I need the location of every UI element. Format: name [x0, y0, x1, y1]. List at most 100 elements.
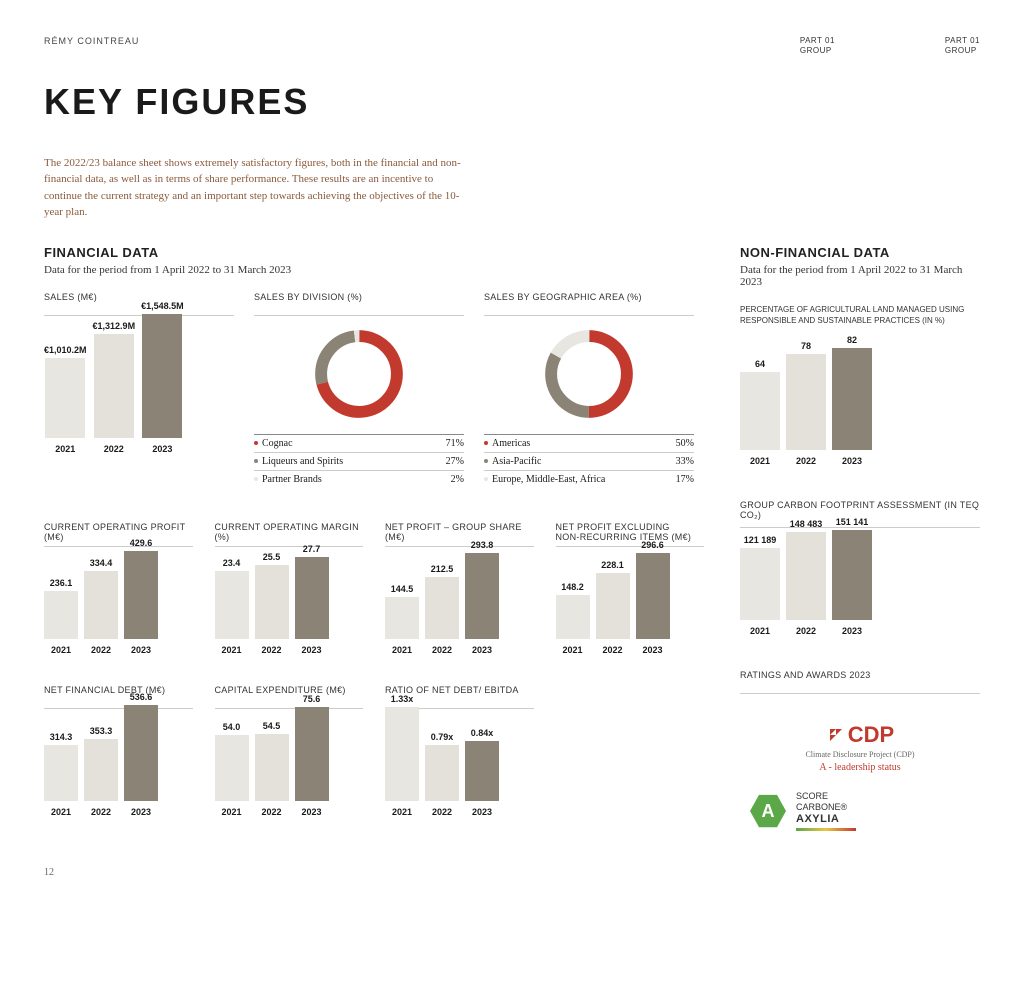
bar-group: 314.32021	[44, 732, 78, 817]
bar-year-label: 2023	[131, 807, 151, 817]
legend-row: Americas50%	[484, 434, 694, 452]
bar-group: €1,010.2M2021	[44, 345, 87, 454]
part-label-left: PART 01 GROUP	[800, 36, 835, 57]
bar	[385, 597, 419, 639]
nf-heading: NON-FINANCIAL DATA	[740, 245, 980, 260]
page-title: KEY FIGURES	[44, 81, 980, 123]
bar-year-label: 2023	[131, 645, 151, 655]
bar-value-label: 148 483	[790, 519, 823, 529]
bar	[465, 553, 499, 639]
axylia-gradient-bar	[796, 828, 856, 831]
small-chart-title: CURRENT OPERATING PROFIT (M€)	[44, 522, 193, 547]
bar	[596, 573, 630, 639]
carbon-chart: GROUP CARBON FOOTPRINT ASSESSMENT (IN TE…	[740, 500, 980, 636]
legend-dot	[254, 477, 258, 481]
bar	[142, 314, 182, 438]
bar-year-label: 2022	[796, 456, 816, 466]
legend-row: Partner Brands2%	[254, 470, 464, 488]
bar	[636, 553, 670, 639]
bar-year-label: 2022	[261, 645, 281, 655]
legend-label: Cognac	[262, 438, 293, 449]
legend-label: Liqueurs and Spirits	[262, 456, 343, 467]
small-chart-bars: 314.32021353.32022536.62023	[44, 717, 193, 817]
bar	[786, 354, 826, 450]
bar-value-label: 228.1	[601, 560, 624, 570]
top-header: RÉMY COINTREAU PART 01 GROUP PART 01 GRO…	[44, 36, 980, 57]
bar	[425, 577, 459, 639]
page-number: 12	[44, 867, 980, 878]
small-chart-bars: 236.12021334.42022429.62023	[44, 555, 193, 655]
legend-dot	[484, 441, 488, 445]
nf-subheading: Data for the period from 1 April 2022 to…	[740, 264, 980, 288]
bar	[44, 591, 78, 639]
bar-group: 353.32022	[84, 726, 118, 817]
bar-value-label: 536.6	[130, 692, 153, 702]
bar-group: 148.22021	[556, 582, 590, 655]
legend-pct: 17%	[676, 474, 694, 485]
legend-label: Europe, Middle-East, Africa	[492, 474, 605, 485]
bar-group: 228.1 2022	[596, 560, 630, 655]
geo-donut	[534, 324, 644, 424]
row2-charts: CURRENT OPERATING PROFIT (M€) 236.1202133…	[44, 522, 704, 655]
bar-group: €1,312.9M2022	[93, 321, 136, 454]
bar	[124, 551, 158, 639]
geo-legend: Americas50%Asia-Pacific33%Europe, Middle…	[484, 434, 694, 488]
legend-row: Cognac71%	[254, 434, 464, 452]
bar	[215, 571, 249, 639]
sales-bars: €1,010.2M2021€1,312.9M2022€1,548.5M2023	[44, 324, 234, 454]
awards-list: CDP Climate Disclosure Project (CDP) A -…	[740, 722, 980, 831]
bar-year-label: 2022	[432, 807, 452, 817]
bar	[465, 741, 499, 801]
small-chart-bars: 148.22021228.12022296.62023	[556, 555, 705, 655]
bar-value-label: 212.5	[431, 564, 454, 574]
division-chart: SALES BY DIVISION (%) Cognac71%Liqueurs …	[254, 292, 464, 488]
legend-pct: 2%	[451, 474, 464, 485]
cdp-sub: Climate Disclosure Project (CDP)	[740, 750, 980, 759]
bar-value-label: 148.2	[561, 582, 584, 592]
bar-value-label: 151 141	[836, 517, 869, 527]
bar-year-label: 2023	[301, 807, 321, 817]
bar-group: 293.82023	[465, 540, 499, 655]
bar-group: 0.79x2022	[425, 732, 459, 817]
row-sales-donuts: SALES (M€) €1,010.2M2021€1,312.9M2022€1,…	[44, 292, 704, 488]
bar-year-label: 2021	[221, 807, 241, 817]
legend-dot	[254, 459, 258, 463]
bar-value-label: 121 189	[744, 535, 777, 545]
part-label-right: PART 01 GROUP	[945, 36, 980, 57]
bar-year-label: 2023	[842, 626, 862, 636]
bar	[556, 595, 590, 639]
legend-label: Asia-Pacific	[492, 456, 541, 467]
financial-column: FINANCIAL DATA Data for the period from …	[44, 245, 704, 847]
bar	[84, 739, 118, 801]
bar-year-label: 2022	[796, 626, 816, 636]
small-chart-bars: 1.33x20210.79x20220.84x2023	[385, 717, 534, 817]
brand-name: RÉMY COINTREAU	[44, 36, 139, 57]
bar-year-label: 2022	[602, 645, 622, 655]
cdp-icon	[826, 725, 846, 745]
bar-value-label: 1.33x	[391, 694, 414, 704]
small-chart: RATIO OF NET DEBT/ EBITDA1.33x20210.79x2…	[385, 685, 534, 817]
small-chart-bars: 144.52021212.52022293.82023	[385, 555, 534, 655]
division-donut	[304, 324, 414, 424]
bar-group: 334.42022	[84, 558, 118, 655]
bar-group: 296.62023	[636, 540, 670, 655]
bar	[832, 530, 872, 620]
bar-group: 212.52022	[425, 564, 459, 655]
carbon-bars: 121 1892021148 4832022151 1412023	[740, 536, 980, 636]
bar-group: 822023	[832, 335, 872, 466]
sales-chart: SALES (M€) €1,010.2M2021€1,312.9M2022€1,…	[44, 292, 234, 488]
agri-title: PERCENTAGE OF AGRICULTURAL LAND MANAGED …	[740, 304, 980, 326]
bar-value-label: 0.84x	[471, 728, 494, 738]
bar-year-label: 2021	[750, 456, 770, 466]
bar	[295, 707, 329, 801]
bar	[124, 705, 158, 801]
cdp-status: A - leadership status	[740, 762, 980, 773]
small-chart: NET PROFIT – GROUP SHARE (M€)144.5202121…	[385, 522, 534, 655]
legend-label: Americas	[492, 438, 530, 449]
bar	[740, 548, 780, 620]
bar-value-label: 54.0	[223, 722, 241, 732]
axylia-award: A SCORE CARBONE® AXYLIA	[750, 791, 980, 831]
bar-value-label: 314.3	[50, 732, 73, 742]
bar	[44, 745, 78, 801]
bar	[295, 557, 329, 639]
